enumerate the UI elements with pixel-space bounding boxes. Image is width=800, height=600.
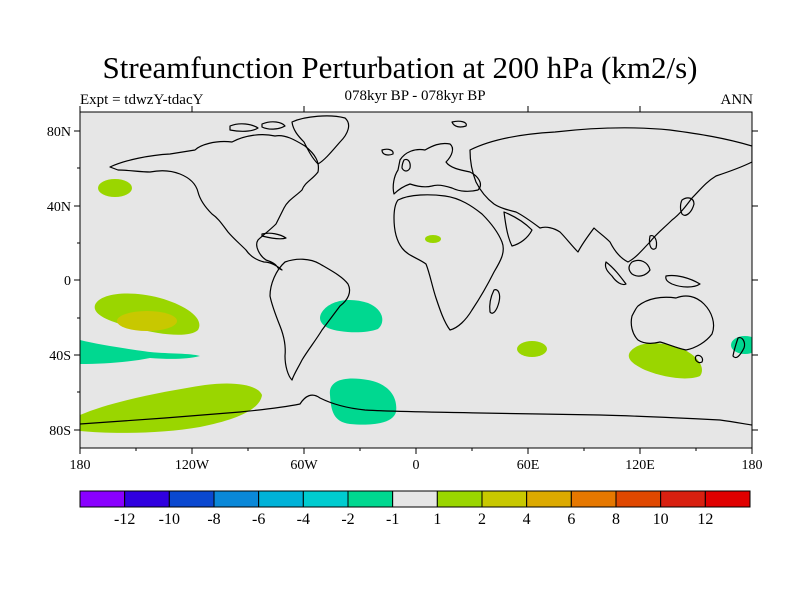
- colorbar-label: -12: [114, 511, 135, 528]
- lon-label-180-east: 180: [742, 458, 763, 473]
- colorbar-label: 1: [433, 511, 441, 528]
- lat-label-40n: 40N: [47, 200, 71, 215]
- coast-cuba: [261, 232, 287, 240]
- colorbar-box: [213, 490, 260, 508]
- lat-label-equator: 0: [64, 274, 71, 289]
- coast-sumatra: [604, 261, 627, 286]
- region-south-pacific-core: [117, 311, 177, 331]
- coast-greenland: [291, 115, 350, 165]
- coast-south-america: [269, 258, 351, 381]
- lon-ticks: [79, 106, 753, 454]
- colorbar: [79, 490, 751, 508]
- coast-new-guinea: [665, 274, 701, 288]
- coast-philippines: [648, 235, 658, 250]
- colorbar-box: [704, 490, 751, 508]
- colorbar-label: -2: [341, 511, 354, 528]
- lon-labels: 180 120W 60W 0 60E 120E 180: [70, 458, 763, 473]
- lon-label-180-west: 180: [70, 458, 91, 473]
- period-label: 078kyr BP - 078kyr BP: [344, 88, 486, 104]
- lon-label-120w: 120W: [175, 458, 210, 473]
- lat-ticks: [74, 130, 758, 431]
- colorbar-box: [124, 490, 170, 508]
- coast-north-america: [109, 134, 320, 271]
- colorbar-box: [347, 490, 394, 508]
- region-africa-positive: [425, 235, 441, 243]
- colorbar-box: [168, 490, 215, 508]
- colorbar-label: -6: [252, 511, 265, 528]
- region-brazil-negative: [320, 300, 383, 333]
- coast-asia: [469, 127, 752, 263]
- anomaly-regions: [80, 179, 752, 433]
- region-new-zealand-negative: [731, 336, 752, 354]
- colorbar-box: [570, 490, 617, 508]
- lat-label-40s: 40S: [49, 349, 71, 364]
- coast-japan: [679, 197, 695, 216]
- region-south-atlantic-negative: [329, 378, 397, 425]
- coast-arabia: [503, 211, 533, 247]
- colorbar-label: 8: [612, 511, 620, 528]
- colorbar-box: [615, 490, 662, 508]
- colorbar-label: 2: [478, 511, 486, 528]
- colorbar-box: [302, 490, 349, 508]
- colorbar-label: -1: [386, 511, 399, 528]
- lat-labels: 80N 40N 0 40S 80S: [47, 125, 71, 439]
- coast-africa: [393, 194, 504, 331]
- lon-label-60e: 60E: [517, 458, 540, 473]
- region-indian-ocean-positive: [517, 341, 547, 357]
- coast-iceland: [381, 148, 394, 156]
- coast-tasmania: [694, 354, 704, 364]
- coast-antarctica: [80, 394, 752, 426]
- colorbar-box: [660, 490, 706, 508]
- coast-madagascar: [489, 289, 501, 314]
- coastlines: [80, 115, 752, 426]
- colorbar-box: [79, 490, 126, 508]
- coast-british-isles: [401, 158, 411, 172]
- colorbar-label: 6: [567, 511, 575, 528]
- colorbar-label: 4: [523, 511, 531, 528]
- colorbar-labels: -12 -10 -8 -6 -4 -2 -1 1 2 4 6 8 10 12: [114, 511, 713, 528]
- region-southeast-pacific-negative: [80, 340, 200, 364]
- season-label: ANN: [720, 92, 754, 108]
- colorbar-box: [258, 490, 304, 508]
- lon-label-60w: 60W: [290, 458, 318, 473]
- colorbar-label: -10: [159, 511, 180, 528]
- colorbar-label: 12: [697, 511, 713, 528]
- coast-new-zealand: [732, 337, 746, 359]
- lon-label-0: 0: [413, 458, 420, 473]
- coast-borneo: [628, 259, 651, 277]
- experiment-label: Expt = tdwzY-tdacY: [80, 92, 204, 108]
- coast-europe: [392, 142, 482, 195]
- region-north-pacific-positive: [98, 179, 132, 197]
- colorbar-box: [436, 490, 483, 508]
- colorbar-box: [392, 490, 438, 508]
- colorbar-label: 10: [653, 511, 669, 528]
- colorbar-label: -4: [297, 511, 310, 528]
- lon-label-120e: 120E: [625, 458, 655, 473]
- colorbar-label: -8: [207, 511, 220, 528]
- colorbar-box: [481, 490, 528, 508]
- coast-arctic-islands: [229, 120, 467, 132]
- lat-label-80s: 80S: [49, 424, 71, 439]
- coast-australia: [630, 295, 715, 351]
- lat-label-80n: 80N: [47, 125, 71, 140]
- colorbar-box: [526, 490, 572, 508]
- region-australia-positive: [628, 343, 702, 379]
- plot-title: Streamfunction Perturbation at 200 hPa (…: [102, 50, 698, 85]
